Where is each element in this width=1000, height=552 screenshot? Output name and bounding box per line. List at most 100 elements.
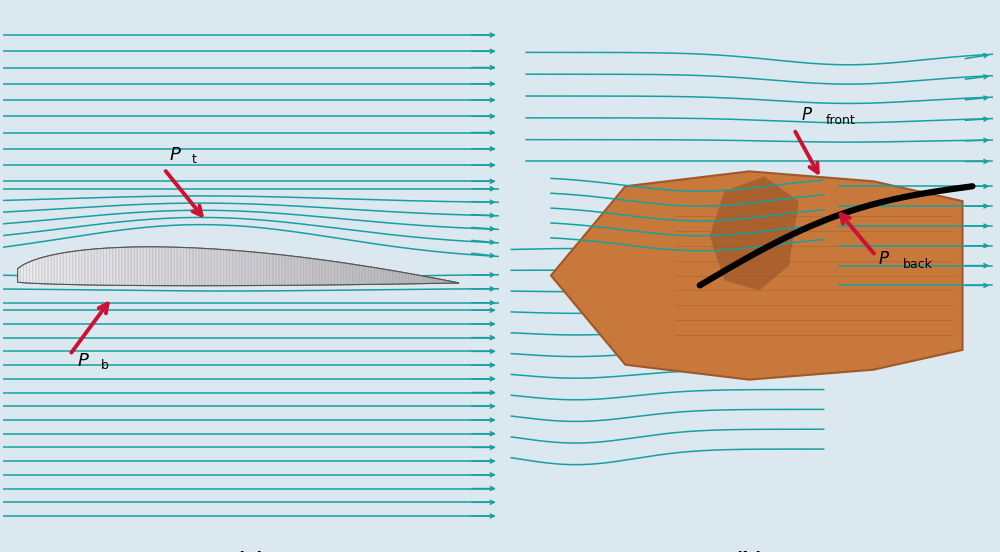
Polygon shape xyxy=(336,262,338,285)
Polygon shape xyxy=(238,251,240,285)
Polygon shape xyxy=(195,248,197,286)
Polygon shape xyxy=(182,247,184,286)
Polygon shape xyxy=(223,250,225,285)
Text: (b): (b) xyxy=(735,551,764,552)
Polygon shape xyxy=(366,266,367,284)
Polygon shape xyxy=(422,276,423,284)
Polygon shape xyxy=(145,247,146,285)
Polygon shape xyxy=(127,247,129,285)
Polygon shape xyxy=(197,248,198,286)
Polygon shape xyxy=(172,247,173,285)
Polygon shape xyxy=(394,271,395,284)
Polygon shape xyxy=(416,275,417,284)
Polygon shape xyxy=(27,263,28,283)
Polygon shape xyxy=(306,258,308,285)
Polygon shape xyxy=(412,274,413,284)
Polygon shape xyxy=(247,252,249,285)
Polygon shape xyxy=(355,264,357,285)
Polygon shape xyxy=(361,266,363,284)
Polygon shape xyxy=(109,248,111,285)
Polygon shape xyxy=(92,249,93,285)
Polygon shape xyxy=(101,248,102,285)
Polygon shape xyxy=(161,247,163,285)
Polygon shape xyxy=(312,258,314,285)
Polygon shape xyxy=(335,262,336,285)
Polygon shape xyxy=(123,247,124,285)
Polygon shape xyxy=(417,275,419,284)
Polygon shape xyxy=(311,258,312,285)
Polygon shape xyxy=(154,247,155,285)
Polygon shape xyxy=(332,261,333,285)
Polygon shape xyxy=(243,251,244,285)
Polygon shape xyxy=(59,253,61,284)
Polygon shape xyxy=(317,259,318,285)
Polygon shape xyxy=(326,261,327,285)
Polygon shape xyxy=(132,247,133,285)
Polygon shape xyxy=(68,252,69,284)
Polygon shape xyxy=(278,254,280,285)
Polygon shape xyxy=(19,267,21,283)
Polygon shape xyxy=(404,273,406,284)
Polygon shape xyxy=(218,250,219,285)
Polygon shape xyxy=(296,257,298,285)
Polygon shape xyxy=(155,247,157,285)
Polygon shape xyxy=(259,253,261,285)
Polygon shape xyxy=(263,253,265,285)
Polygon shape xyxy=(149,247,151,285)
Polygon shape xyxy=(198,248,200,286)
Polygon shape xyxy=(204,248,206,286)
Polygon shape xyxy=(268,253,269,285)
Polygon shape xyxy=(302,257,303,285)
Polygon shape xyxy=(438,279,440,283)
Polygon shape xyxy=(40,258,41,284)
Polygon shape xyxy=(87,250,89,285)
Polygon shape xyxy=(293,256,295,285)
Polygon shape xyxy=(449,281,450,283)
Text: front: front xyxy=(826,114,856,127)
Polygon shape xyxy=(169,247,170,285)
Polygon shape xyxy=(120,247,121,285)
Text: back: back xyxy=(903,258,933,270)
Polygon shape xyxy=(249,252,250,285)
Polygon shape xyxy=(47,256,49,284)
Polygon shape xyxy=(104,248,105,285)
Polygon shape xyxy=(50,255,52,284)
Polygon shape xyxy=(212,249,213,286)
Polygon shape xyxy=(126,247,127,285)
Polygon shape xyxy=(41,257,43,284)
Polygon shape xyxy=(431,278,432,283)
Polygon shape xyxy=(551,171,963,380)
Polygon shape xyxy=(31,261,32,283)
Polygon shape xyxy=(327,261,329,285)
Polygon shape xyxy=(710,176,799,290)
Polygon shape xyxy=(115,248,117,285)
Polygon shape xyxy=(403,272,404,284)
Polygon shape xyxy=(299,257,300,285)
Polygon shape xyxy=(358,265,360,284)
Text: (a): (a) xyxy=(236,551,265,552)
Polygon shape xyxy=(330,261,332,285)
Polygon shape xyxy=(67,252,68,284)
Polygon shape xyxy=(244,251,246,285)
Text: $P$: $P$ xyxy=(878,250,890,268)
Polygon shape xyxy=(158,247,160,285)
Polygon shape xyxy=(181,247,182,286)
Polygon shape xyxy=(369,267,370,284)
Polygon shape xyxy=(28,262,29,283)
Polygon shape xyxy=(96,249,98,285)
Polygon shape xyxy=(121,247,123,285)
Polygon shape xyxy=(35,259,37,283)
Polygon shape xyxy=(401,272,403,284)
Polygon shape xyxy=(298,257,299,285)
Polygon shape xyxy=(43,257,44,284)
Polygon shape xyxy=(434,278,435,283)
Polygon shape xyxy=(256,252,258,285)
Polygon shape xyxy=(240,251,241,285)
Polygon shape xyxy=(69,252,71,284)
Polygon shape xyxy=(435,278,437,283)
Polygon shape xyxy=(261,253,262,285)
Polygon shape xyxy=(185,247,186,286)
Polygon shape xyxy=(315,259,317,285)
Polygon shape xyxy=(286,256,287,285)
Text: $P$: $P$ xyxy=(801,107,813,124)
